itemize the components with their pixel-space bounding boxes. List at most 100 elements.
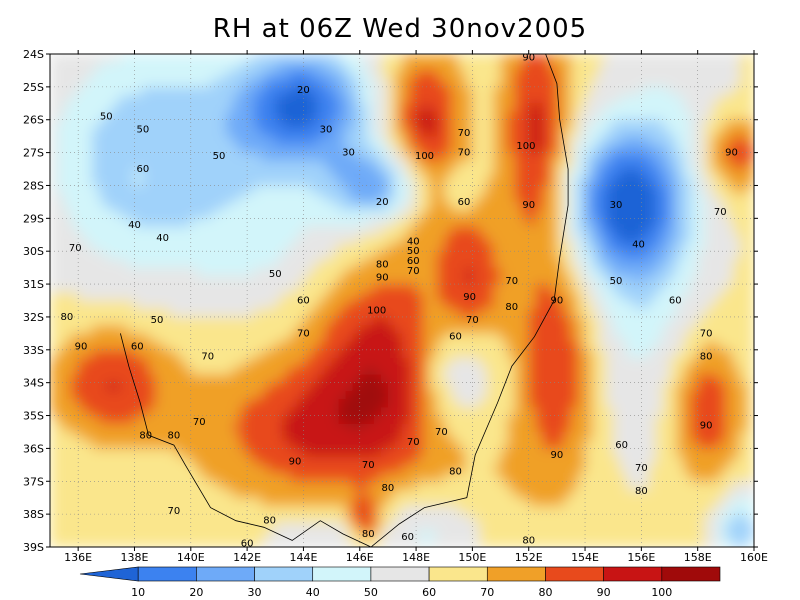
y-tick-label: 30S [23,245,44,258]
grid-lines [50,54,754,547]
colorbar-swatch [196,566,255,582]
contour-label: 70 [201,351,214,362]
colorbar-label: 70 [480,586,494,599]
contour-label: 60 [297,296,310,307]
colorbar-swatch [254,566,314,582]
contour-label: 50 [213,151,226,162]
contour-label: 20 [297,85,310,96]
colorbar-swatch [545,566,604,582]
x-tick-label: 160E [740,551,768,564]
contour-label: 70 [168,506,181,517]
y-tick-label: 33S [23,344,44,357]
contour-label: 40 [407,236,420,247]
contour-label: 20 [376,197,389,208]
x-tick-label: 156E [627,551,655,564]
contour-label: 80 [505,302,518,313]
contour-label: 80 [139,430,152,441]
contour-label: 70 [193,417,206,428]
contour-label: 70 [466,315,479,326]
x-tick-label: 154E [571,551,599,564]
contour-label: 90 [551,296,564,307]
contour-label: 70 [407,266,420,277]
coastline [120,53,569,548]
y-tick-label: 27S [23,147,44,160]
contour-label: 70 [69,243,82,254]
contour-label: 80 [362,529,375,540]
x-tick-label: 152E [515,551,543,564]
x-tick-label: 136E [64,551,92,564]
x-tick-label: 146E [346,551,374,564]
colorbar-swatch [486,566,546,582]
plot-frame [49,53,755,548]
contour-label: 80 [168,430,181,441]
colorbar-label: 80 [538,586,552,599]
contour-label: 100 [415,151,434,162]
contour-label: 30 [342,148,355,159]
x-tick-label: 144E [289,551,317,564]
colorbar-label: 100 [651,586,672,599]
contour-label: 50 [137,125,150,136]
colorbar-swatch [661,566,721,582]
contour-label: 90 [75,342,88,353]
contour-label: 80 [61,312,74,323]
contour-label: 60 [401,532,414,543]
y-tick-label: 26S [23,114,44,127]
contour-label: 70 [458,128,471,139]
x-axis: 136E 138E 140E 142E 144E 146E 148E 150E 152E 154E… [64,50,768,564]
contour-label: 90 [522,52,535,63]
y-tick-label: 29S [23,212,44,225]
colorbar-label: 20 [189,586,203,599]
contour-label: 50 [100,111,113,122]
y-tick-label: 35S [23,410,44,423]
chart-title: RH at 06Z Wed 30nov2005 [212,14,588,44]
coastline-path [120,53,569,548]
contour-label: 40 [128,220,141,231]
y-tick-label: 24S [23,48,44,61]
contour-label: 60 [449,332,462,343]
contour-label: 50 [610,276,623,287]
colorbar-swatch [428,566,488,582]
contour-label: 70 [635,463,648,474]
contour-label: 90 [700,420,713,431]
contour-label: 90 [289,457,302,468]
contour-label: 90 [551,450,564,461]
contour-label: 40 [156,233,169,244]
contour-label: 90 [522,200,535,211]
contour-label: 70 [505,276,518,287]
contour-label: 40 [632,240,645,251]
contour-label: 70 [362,460,375,471]
contour-label: 30 [610,200,623,211]
x-tick-label: 138E [121,551,149,564]
contour-label: 90 [725,148,738,159]
x-tick-label: 148E [402,551,430,564]
colorbar-swatch [137,566,197,582]
colorbar-label: 10 [131,586,145,599]
contour-label: 100 [516,141,535,152]
contour-label: 50 [269,269,282,280]
contour-label: 60 [458,197,471,208]
contour-label: 60 [137,164,150,175]
y-tick-label: 36S [23,442,44,455]
colorbar: 10 20 30 40 50 60 70 80 90 100 [79,566,721,599]
x-tick-label: 150E [458,551,486,564]
contour-label: 80 [635,486,648,497]
contour-label: 80 [700,351,713,362]
contour-label: 60 [669,296,682,307]
y-tick-label: 25S [23,81,44,94]
colorbar-swatch [79,566,139,582]
contour-label: 70 [407,437,420,448]
contour-label: 80 [449,466,462,477]
contour-label: 70 [714,207,727,218]
contour-label: 30 [320,125,333,136]
contour-label: 90 [463,292,476,303]
contour-label: 80 [376,259,389,270]
contour-label: 90 [376,273,389,284]
y-tick-label: 38S [23,508,44,521]
contour-label: 70 [458,148,471,159]
y-tick-label: 37S [23,475,44,488]
contour-label: 60 [241,539,254,550]
contour-labels: 50 50 60 40 40 50 20 30 30 20 40 50 60 70 80 90 100 100 70… [61,52,738,549]
y-tick-label: 31S [23,278,44,291]
colorbar-label: 50 [364,586,378,599]
